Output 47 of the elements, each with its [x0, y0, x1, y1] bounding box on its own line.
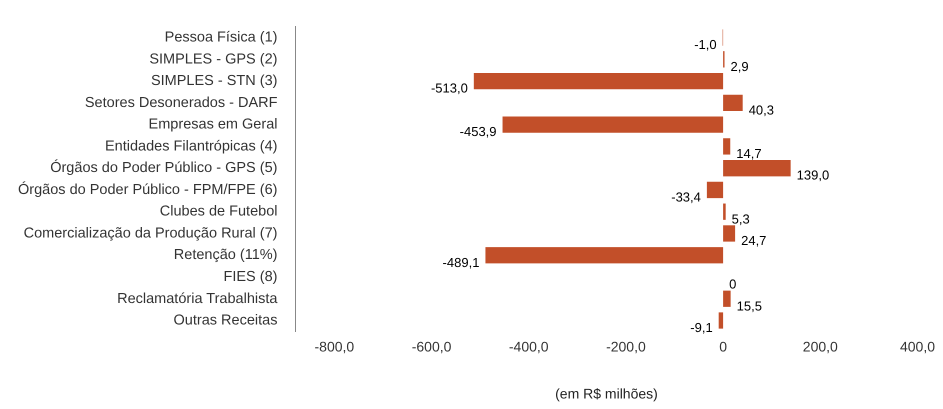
- x-tick-label: -400,0: [508, 338, 549, 355]
- data-label: 0: [729, 276, 736, 292]
- y-tick-label: Outras Receitas: [174, 312, 278, 329]
- data-label: 139,0: [796, 168, 830, 183]
- bar: [723, 204, 726, 220]
- x-tick-label: 0: [719, 338, 728, 355]
- bar: [723, 160, 791, 176]
- bar: [723, 290, 731, 307]
- x-tick-label: -200,0: [606, 338, 646, 355]
- y-tick-label: Retenção (11%): [174, 247, 278, 264]
- y-tick-label: Setores Desonerados - DARF: [84, 94, 278, 111]
- data-label: 5,3: [732, 211, 750, 226]
- bar: [502, 116, 724, 133]
- data-label: -1,0: [694, 37, 717, 52]
- data-label: 40,3: [748, 102, 774, 118]
- y-tick-label: FIES (8): [224, 268, 278, 285]
- bar: [706, 182, 724, 198]
- y-tick-label: Órgãos do Poder Público - GPS (5): [50, 159, 278, 176]
- y-tick-label: SIMPLES - GPS (2): [149, 51, 278, 68]
- y-tick-label: Comercialização da Produção Rural (7): [24, 225, 278, 242]
- y-tick-label: SIMPLES - STN (3): [150, 73, 278, 90]
- y-tick-label: Entidades Filantrópicas (4): [105, 138, 278, 154]
- y-tick-label: Reclamatória Trabalhista: [117, 290, 278, 307]
- data-label: 15,5: [736, 298, 762, 314]
- data-label: -489,1: [442, 254, 480, 270]
- y-tick-label: Clubes de Futebol: [160, 204, 278, 220]
- bar: [723, 225, 736, 242]
- bar: [723, 138, 730, 155]
- bar: [485, 247, 724, 264]
- data-label: -453,9: [460, 124, 497, 140]
- data-label: -9,1: [690, 320, 713, 336]
- data-label: 24,7: [741, 233, 766, 248]
- x-tick-label: -600,0: [412, 338, 452, 355]
- bar: [718, 312, 724, 329]
- data-label: -513,0: [430, 80, 468, 96]
- bar: [474, 72, 724, 90]
- x-axis-title: (em R$ milhões): [555, 385, 658, 402]
- bar: [723, 94, 743, 112]
- y-tick-label: Pessoa Física (1): [164, 30, 278, 46]
- x-tick-label: 400,0: [900, 338, 936, 355]
- x-tick-label: -800,0: [314, 338, 354, 355]
- data-label: -33,4: [671, 190, 701, 205]
- y-tick-label: Órgãos do Poder Público - FPM/FPE (6): [18, 180, 278, 198]
- y-tick-label: Empresas em Geral: [148, 116, 278, 133]
- data-label: 14,7: [736, 146, 762, 161]
- x-tick-label: 200,0: [802, 338, 838, 355]
- data-label: 2,9: [730, 58, 749, 74]
